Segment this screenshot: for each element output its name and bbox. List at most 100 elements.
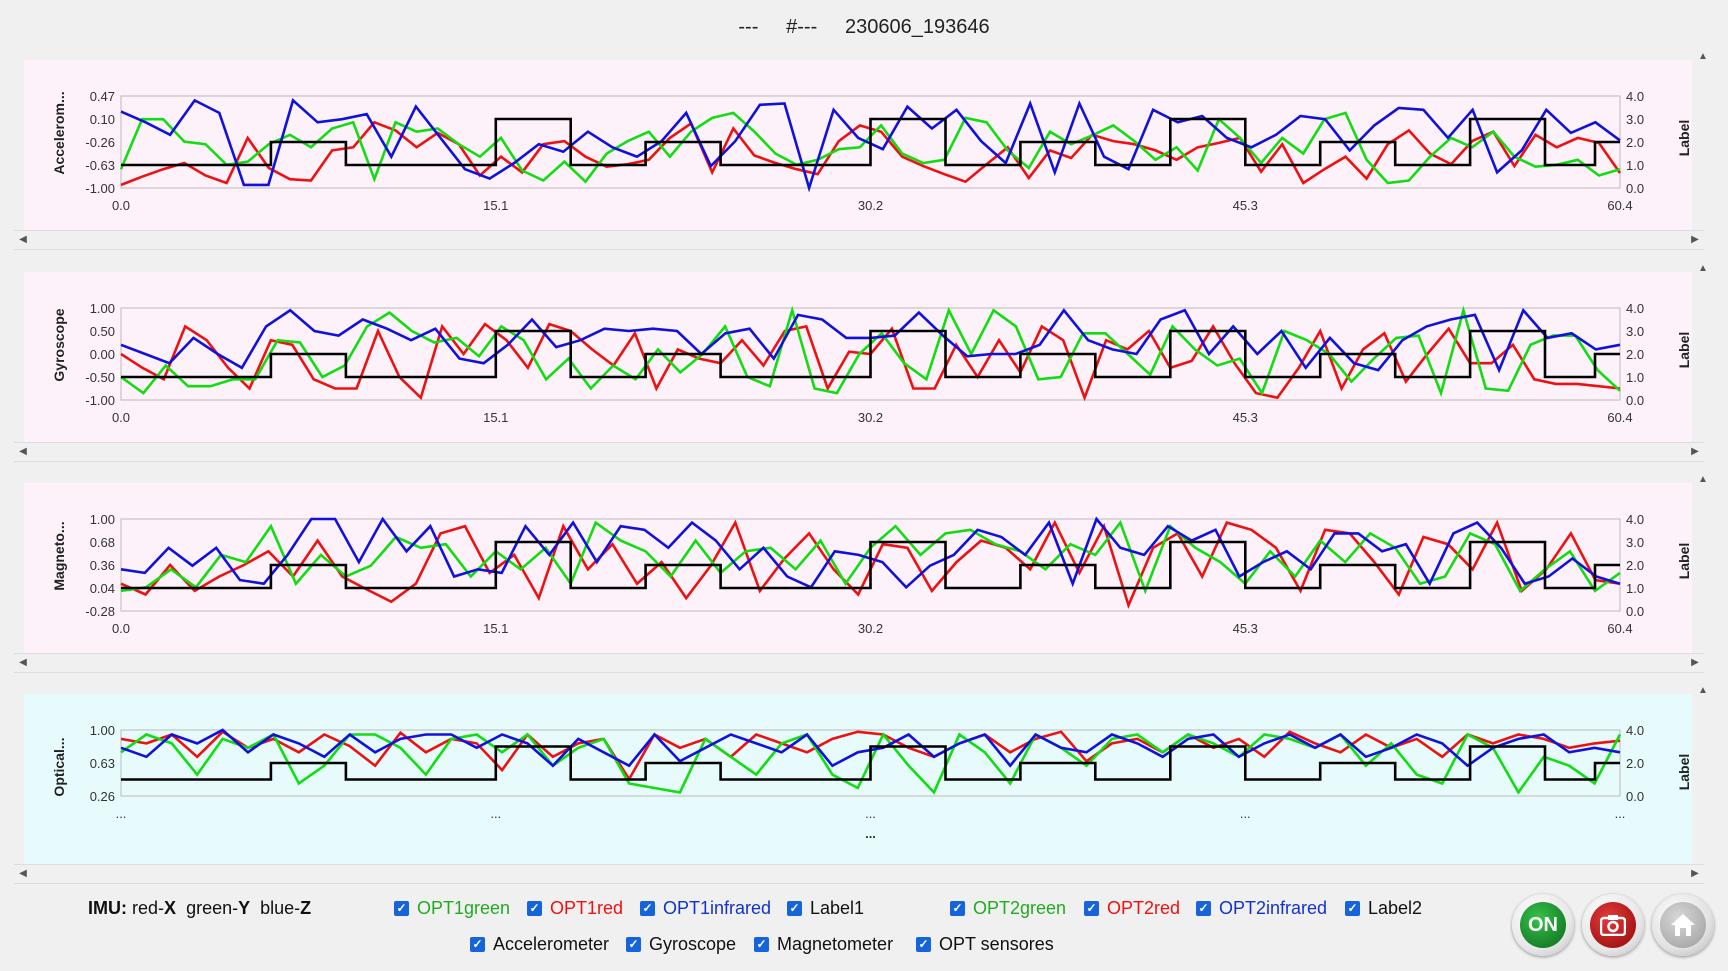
- scroll-right-icon[interactable]: ▶: [1691, 446, 1699, 457]
- y-tick-label: 0.04: [90, 581, 115, 596]
- scroll-up-icon[interactable]: ▲: [1698, 474, 1708, 485]
- checkbox-icon: ✓: [470, 937, 485, 952]
- y-tick-label: -0.50: [85, 370, 115, 385]
- checkbox-accelerometer[interactable]: ✓ Accelerometer: [470, 934, 609, 955]
- checkbox-label: Gyroscope: [649, 934, 737, 954]
- x-tick-label: 30.2: [858, 198, 883, 213]
- checkbox-icon: ✓: [640, 901, 655, 916]
- y2-tick-label: 1.0: [1626, 370, 1644, 385]
- checkbox-icon: ✓: [787, 901, 802, 916]
- vertical-scrollbar[interactable]: ▲: [1694, 48, 1712, 230]
- checkbox-opt2green[interactable]: ✓ OPT2green: [950, 898, 1066, 919]
- scroll-left-icon[interactable]: ◀: [19, 657, 27, 668]
- checkbox-label: OPT1red: [550, 898, 624, 918]
- scroll-up-icon[interactable]: ▲: [1698, 51, 1708, 62]
- checkbox-icon: ✓: [527, 901, 542, 916]
- imu-legend: IMU: red-X green-Y blue-Z: [88, 898, 311, 919]
- checkbox-label1[interactable]: ✓ Label1: [787, 898, 864, 919]
- scroll-up-icon[interactable]: ▲: [1698, 263, 1708, 274]
- scroll-left-icon[interactable]: ◀: [19, 234, 27, 245]
- scroll-right-icon[interactable]: ▶: [1691, 868, 1699, 879]
- checkbox-opt1infrared[interactable]: ✓ OPT1infrared: [640, 898, 771, 919]
- label-series-line: [121, 329, 1620, 379]
- record-button[interactable]: [1582, 894, 1644, 956]
- y2-tick-label: 3.0: [1626, 535, 1644, 550]
- checkbox-magnetometer[interactable]: ✓ Magnetometer: [754, 934, 893, 955]
- chart-panel-magnetometer: Magneto... Label 1.00 0.68 0.36 0.04 -0.28 4.0 3…: [24, 483, 1692, 653]
- checkbox-label: Accelerometer: [493, 934, 610, 954]
- x-tick-label: 30.2: [858, 410, 883, 425]
- horizontal-scrollbar[interactable]: ◀ ▶: [14, 230, 1704, 250]
- checkbox-label: OPT1green: [417, 898, 511, 918]
- home-button[interactable]: [1652, 894, 1714, 956]
- checkbox-label: OPT1infrared: [663, 898, 772, 918]
- chart-plot: 1.00 0.68 0.36 0.04 -0.28 4.0 3.0 2.0 1.0 0.0 0.0 1…: [85, 512, 1644, 636]
- horizontal-scrollbar[interactable]: ◀ ▶: [14, 442, 1704, 462]
- y2-tick-label: 0.0: [1626, 604, 1644, 619]
- scroll-right-icon[interactable]: ▶: [1691, 657, 1699, 668]
- y-tick-label: -0.28: [85, 604, 115, 619]
- imu-x-label: X: [164, 898, 177, 918]
- checkbox-icon: ✓: [626, 937, 641, 952]
- x-tick-label: ...: [116, 806, 127, 821]
- chart-panel-optical: Optical... Label 1.00 0.63 0.26 4.0 2.0 0.0....…: [24, 694, 1692, 864]
- power-on-icon: ON: [1520, 902, 1566, 948]
- y-tick-label: 0.50: [90, 324, 115, 339]
- checkbox-opt2infrared[interactable]: ✓ OPT2infrared: [1196, 898, 1327, 919]
- x-tick-label: 45.3: [1233, 410, 1258, 425]
- checkbox-opt1red[interactable]: ✓ OPT1red: [527, 898, 623, 919]
- y-tick-label: 0.68: [90, 535, 115, 550]
- label-series-line: [121, 540, 1620, 590]
- y2-tick-label: 4.0: [1626, 301, 1644, 316]
- checkbox-opt2red[interactable]: ✓ OPT2red: [1084, 898, 1180, 919]
- camera-icon: [1590, 902, 1636, 948]
- y-tick-label: 1.00: [90, 512, 115, 527]
- scroll-left-icon[interactable]: ◀: [19, 446, 27, 457]
- y2-tick-label: 0.0: [1626, 393, 1644, 408]
- imu-green-label: green-: [186, 898, 239, 918]
- vertical-scrollbar[interactable]: ▲: [1694, 471, 1712, 653]
- y2-tick-label: 2.0: [1626, 756, 1644, 771]
- x-tick-label: 0.0: [112, 198, 130, 213]
- scroll-up-icon[interactable]: ▲: [1698, 685, 1708, 696]
- vertical-scrollbar[interactable]: ▲: [1694, 260, 1712, 442]
- y-tick-label: 1.00: [90, 723, 115, 738]
- x-tick-label: 30.2: [858, 621, 883, 636]
- imu-red-label: red-: [132, 898, 165, 918]
- checkbox-label: OPT2red: [1107, 898, 1181, 918]
- checkbox-label: OPT sensores: [939, 934, 1054, 954]
- checkbox-label: OPT2green: [973, 898, 1067, 918]
- checkbox-gyroscope[interactable]: ✓ Gyroscope: [626, 934, 736, 955]
- y2-tick-label: 2.0: [1626, 135, 1644, 150]
- x-tick-label: 45.3: [1233, 621, 1258, 636]
- x-tick-label: 45.3: [1233, 198, 1258, 213]
- checkbox-icon: ✓: [950, 901, 965, 916]
- x-tick-label: 60.4: [1607, 410, 1632, 425]
- imu-blue-label: blue-: [260, 898, 301, 918]
- x-tick-label: ...: [865, 806, 876, 821]
- y2-tick-label: 3.0: [1626, 112, 1644, 127]
- checkbox-opt1green[interactable]: ✓ OPT1green: [394, 898, 510, 919]
- x-tick-label: 60.4: [1607, 198, 1632, 213]
- x-tick-label: 15.1: [483, 621, 508, 636]
- horizontal-scrollbar[interactable]: ◀ ▶: [14, 864, 1704, 884]
- chart-plot: 0.47 0.10 -0.26 -0.63 -1.00 4.0 3.0 2.0 1.0 0.0 0.…: [85, 89, 1644, 213]
- x-series-line: [120, 730, 1621, 782]
- label-series-line: [121, 117, 1620, 167]
- x-tick-label: 0.0: [112, 410, 130, 425]
- vertical-scrollbar[interactable]: ▲: [1694, 682, 1712, 864]
- on-button[interactable]: ON: [1512, 894, 1574, 956]
- horizontal-scrollbar[interactable]: ◀ ▶: [14, 653, 1704, 673]
- home-icon: [1660, 902, 1706, 948]
- chart-plot: 1.00 0.63 0.26 4.0 2.0 0.0..................: [90, 723, 1644, 841]
- y2-tick-label: 4.0: [1626, 723, 1644, 738]
- x-tick-label: ...: [1615, 806, 1626, 821]
- x-tick-label: 60.4: [1607, 621, 1632, 636]
- checkbox-opt-sensores[interactable]: ✓ OPT sensores: [916, 934, 1054, 955]
- checkbox-label2[interactable]: ✓ Label2: [1345, 898, 1422, 919]
- scroll-right-icon[interactable]: ▶: [1691, 234, 1699, 245]
- y2-tick-label: 1.0: [1626, 581, 1644, 596]
- scroll-left-icon[interactable]: ◀: [19, 868, 27, 879]
- x-tick-label: ...: [1240, 806, 1251, 821]
- imu-y-label: Y: [238, 898, 251, 918]
